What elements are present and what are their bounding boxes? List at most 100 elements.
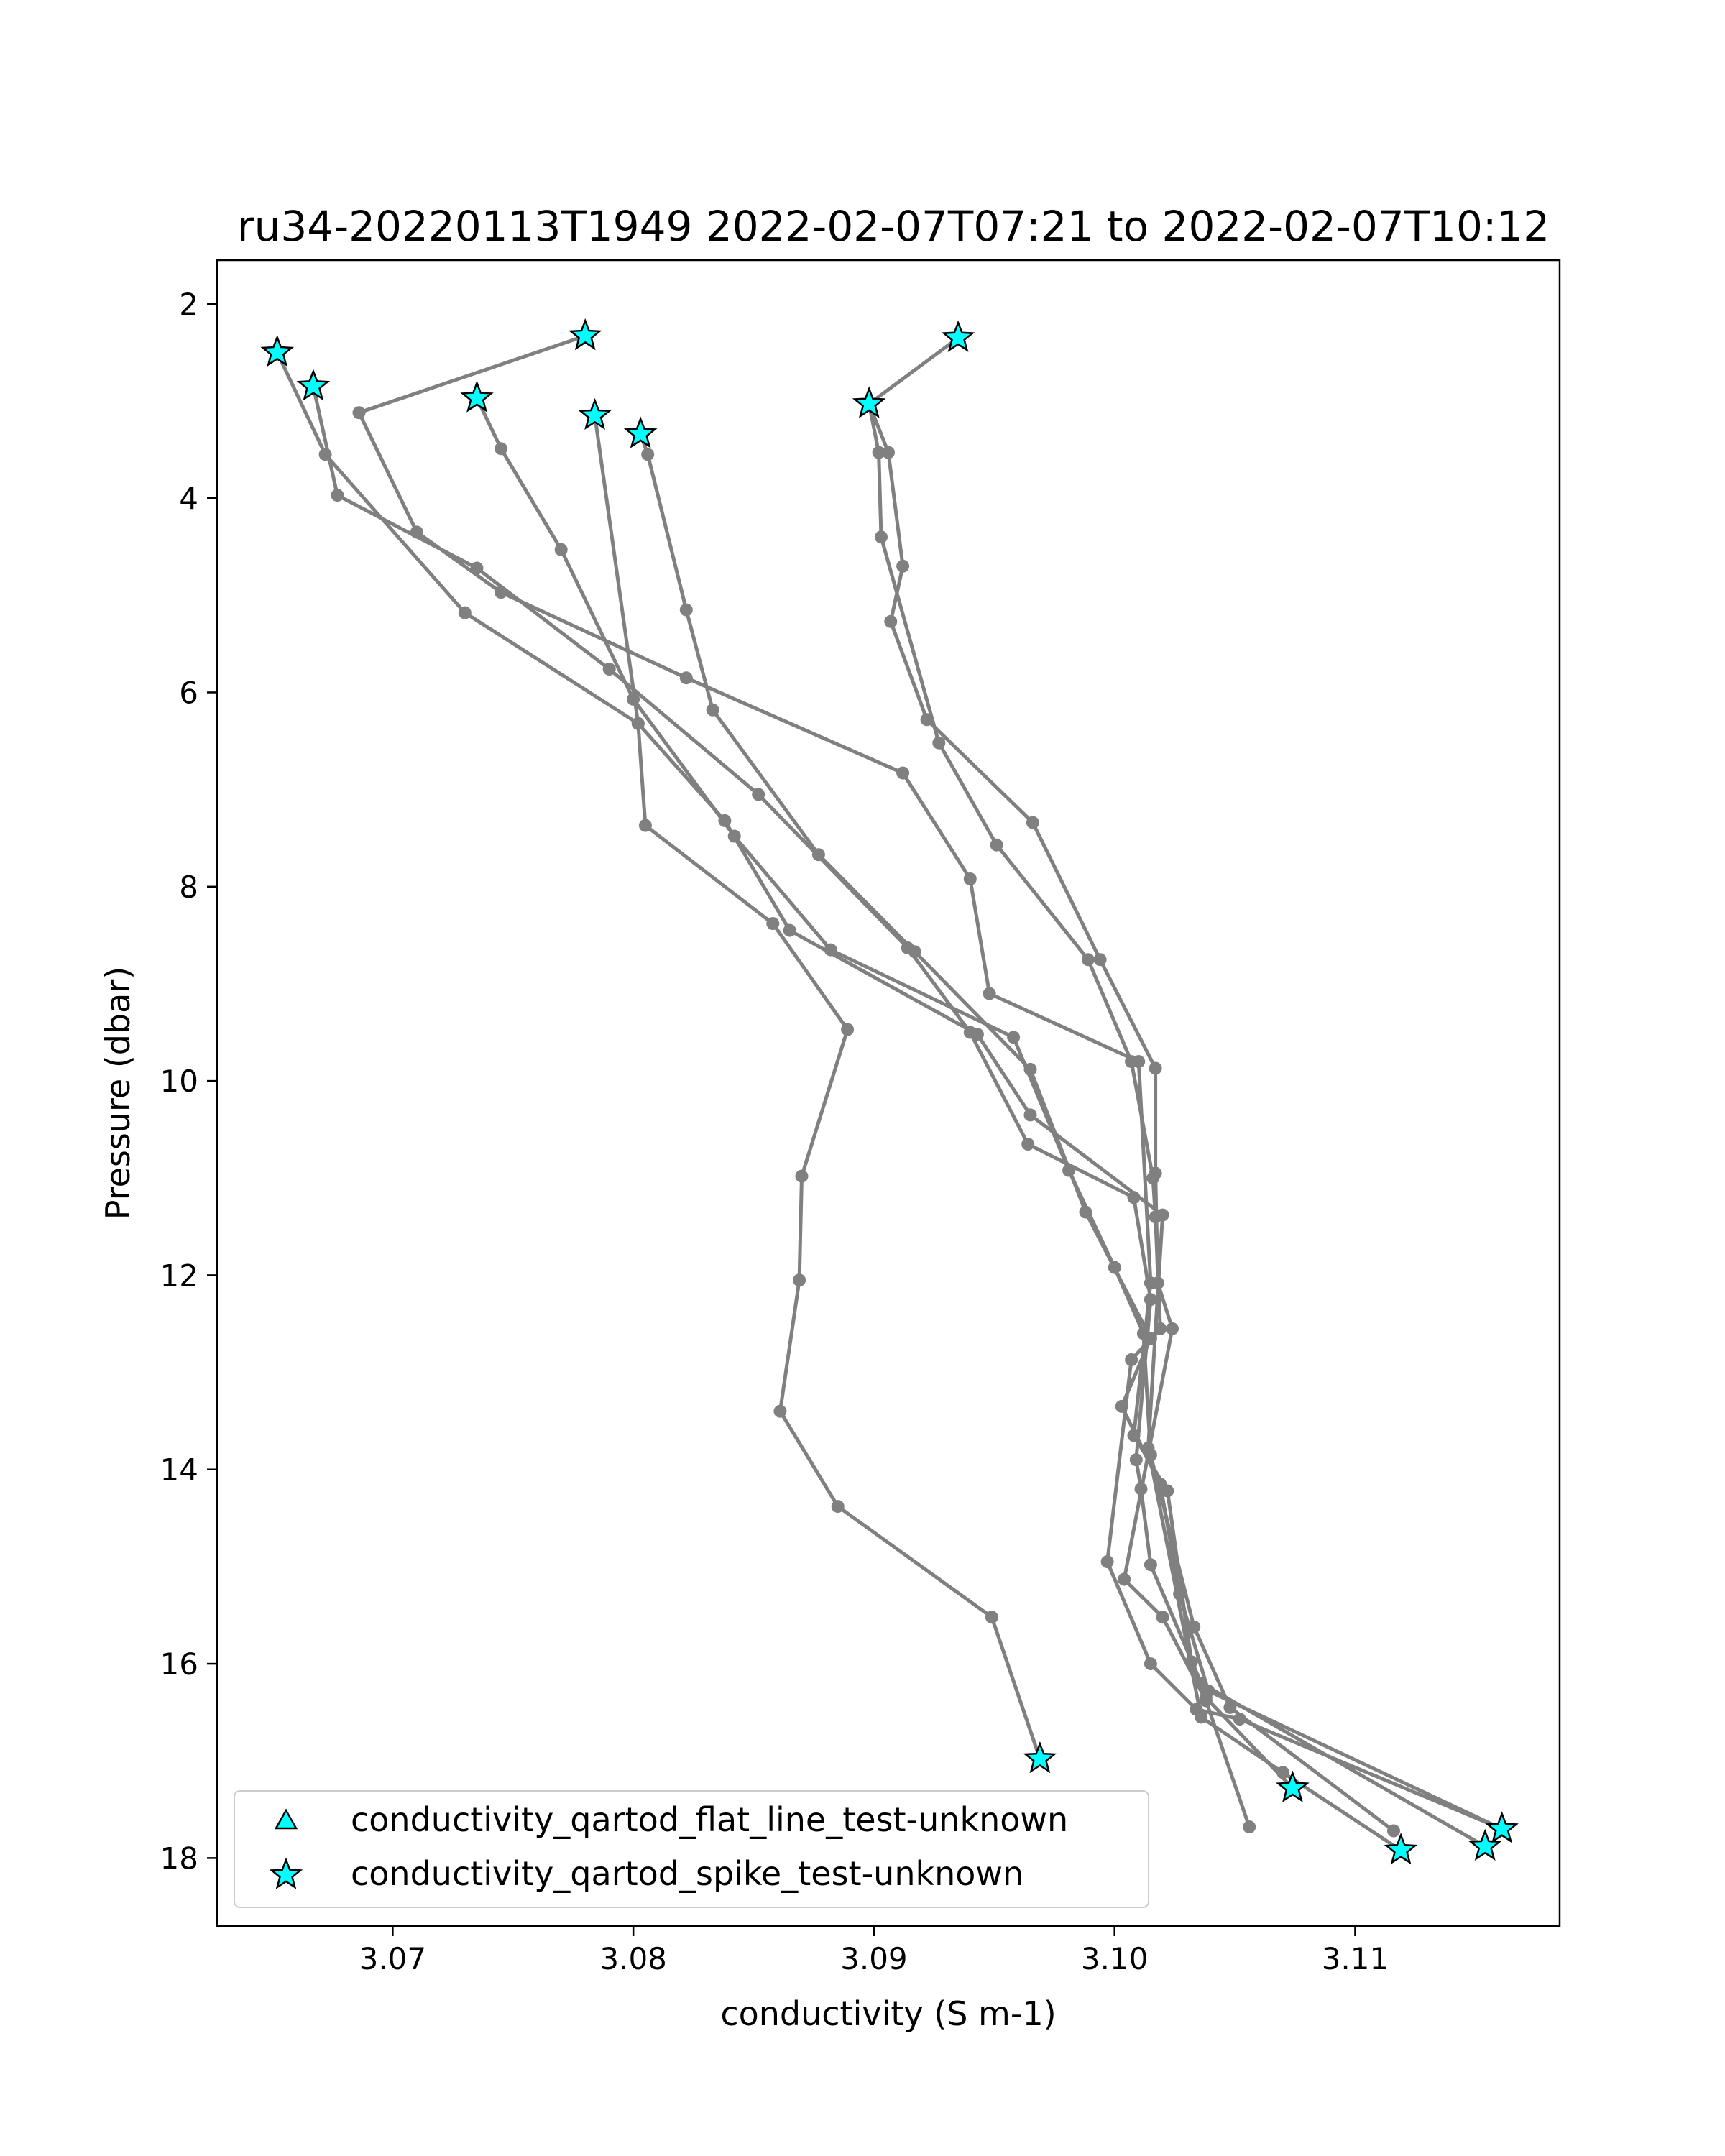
profile-line [638, 433, 1503, 1831]
spike-flag-marker [1384, 1833, 1418, 1865]
data-point [679, 671, 693, 685]
y-tick-label: 14 [160, 1452, 198, 1488]
data-point [932, 736, 946, 750]
plot-frame [216, 259, 1561, 1927]
data-point [641, 448, 655, 461]
spike-flag-marker [623, 416, 658, 448]
data-point [920, 713, 934, 727]
spike-flag-marker [568, 318, 602, 351]
spike-flag-marker [1023, 1741, 1057, 1774]
data-point [1021, 1138, 1035, 1151]
data-point [773, 1404, 787, 1418]
data-point [990, 838, 1003, 852]
data-point [896, 559, 910, 573]
data-point [458, 606, 472, 619]
legend-star-shape [269, 1857, 303, 1889]
data-point [1144, 1558, 1157, 1572]
data-point [983, 987, 996, 1000]
spike-flag-marker [578, 397, 612, 430]
data-point [1149, 1061, 1162, 1075]
data-point [884, 614, 898, 628]
y-tick-label: 12 [160, 1258, 198, 1293]
data-point [331, 489, 344, 502]
x-axis-label: conductivity (S m-1) [720, 1994, 1056, 2033]
legend-triangle-marker [274, 1808, 298, 1830]
data-point [766, 917, 780, 931]
legend-label-flat-line: conductivity_qartod_flat_line_test-unkno… [351, 1800, 1068, 1839]
profile-3 [306, 379, 1492, 1853]
data-point [1144, 1293, 1157, 1307]
data-point [1156, 1611, 1169, 1624]
y-tick-label: 2 [179, 287, 198, 322]
spike-flag-marker [260, 334, 294, 367]
data-point [752, 788, 765, 801]
profile-2 [270, 346, 1408, 1857]
y-axis-label: Pressure (dbar) [98, 967, 137, 1220]
data-point [1081, 953, 1095, 967]
data-point [793, 1273, 806, 1287]
data-point [1079, 1205, 1092, 1219]
data-point [638, 819, 652, 832]
data-point [1093, 953, 1107, 967]
chart-title: ru34-20220113T1949 2022-02-07T07:21 to 2… [237, 202, 1550, 251]
data-point [1026, 816, 1039, 829]
data-point [1154, 1322, 1167, 1335]
y-tick-label: 16 [160, 1646, 198, 1682]
y-tick-label: 10 [160, 1064, 198, 1099]
data-point [811, 848, 825, 862]
data-point [875, 530, 888, 544]
spike-flag-marker [941, 320, 975, 352]
data-point [494, 442, 507, 456]
data-point [602, 663, 616, 676]
data-point [963, 1026, 977, 1039]
data-point [1182, 1620, 1196, 1634]
data-point [1100, 1555, 1114, 1569]
data-point [1125, 1353, 1138, 1366]
data-point [1233, 1713, 1246, 1726]
data-point [1276, 1766, 1289, 1779]
data-point [1129, 1453, 1143, 1467]
spike-flags [260, 318, 1519, 1865]
y-tick-label: 18 [160, 1841, 198, 1876]
data-point [908, 945, 921, 959]
profile-line [867, 336, 1503, 1831]
data-point [1144, 1657, 1157, 1671]
data-point [1166, 1322, 1179, 1335]
y-axis: 2 4 6 8 10 12 14 16 18 [160, 287, 217, 1876]
y-tick-label: 8 [179, 870, 198, 905]
profile-line [593, 415, 1042, 1760]
data-point [679, 603, 693, 617]
profile-1 [352, 329, 1300, 1795]
data-point [1387, 1824, 1400, 1838]
data-point [963, 872, 977, 885]
data-point [631, 717, 645, 730]
data-point [706, 703, 719, 717]
data-point [554, 543, 568, 556]
data-point [1149, 1166, 1162, 1180]
data-point [1190, 1703, 1203, 1716]
legend-star-marker [269, 1857, 303, 1889]
spike-flag-marker [852, 386, 886, 418]
data-point [1151, 1276, 1164, 1290]
profile-8 [862, 397, 1256, 1834]
x-tick-label: 3.09 [840, 1941, 908, 1976]
data-point [1024, 1062, 1037, 1076]
data-point [1202, 1684, 1215, 1697]
x-tick-label: 3.10 [1081, 1941, 1149, 1976]
spike-flag-marker [1468, 1828, 1502, 1861]
x-tick-label: 3.11 [1322, 1941, 1389, 1976]
data-point [841, 1023, 855, 1036]
profile-line [475, 397, 1395, 1833]
data-point [882, 446, 895, 459]
data-point [1007, 1031, 1021, 1044]
data-point [352, 406, 366, 420]
data-point [783, 923, 796, 937]
y-tick-label: 4 [179, 481, 198, 516]
spike-flag-marker [1276, 1770, 1310, 1802]
legend-label-spike: conductivity_qartod_spike_test-unknown [351, 1854, 1024, 1893]
data-point [795, 1169, 809, 1183]
y-tick-label: 6 [179, 675, 198, 710]
profile-4 [470, 391, 1400, 1838]
profile-6 [634, 427, 1509, 1835]
